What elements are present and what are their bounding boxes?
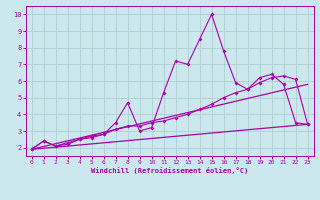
X-axis label: Windchill (Refroidissement éolien,°C): Windchill (Refroidissement éolien,°C) <box>91 167 248 174</box>
